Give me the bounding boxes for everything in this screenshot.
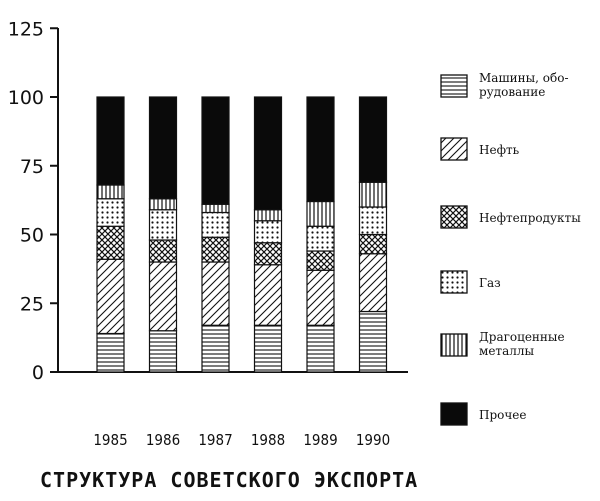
bar-segment	[253, 96, 283, 211]
bars-group	[96, 96, 388, 373]
y-tick-label: 100	[8, 87, 44, 109]
bar-segment	[253, 209, 283, 222]
bar-segment	[306, 225, 335, 252]
y-tick-label: 25	[20, 293, 44, 315]
bar-segment	[201, 211, 230, 238]
bar-segment	[96, 332, 125, 373]
legend-label: Нефть	[479, 143, 520, 157]
bar-segment	[148, 239, 178, 263]
bar-segment	[253, 264, 283, 326]
bar-segment	[358, 233, 388, 255]
legend-swatch	[440, 402, 468, 426]
legend-swatch	[440, 137, 468, 161]
legend-label: Драгоценные металлы	[479, 330, 565, 358]
y-tick-label: 0	[32, 362, 44, 384]
y-ticks: 0 25 50 75 100 125	[8, 18, 58, 384]
bar-segment	[148, 96, 178, 200]
bar-segment	[148, 198, 178, 211]
legend-label: Газ	[479, 276, 501, 290]
legend: Машины, обо-рудование Нефть Нефтепродукты Г…	[440, 71, 581, 426]
bar-segment	[201, 324, 230, 373]
bar-segment	[358, 181, 388, 208]
bar-segment	[358, 310, 388, 373]
bar-segment	[148, 261, 178, 332]
bar-segment	[358, 96, 388, 183]
bar-segment	[201, 96, 230, 205]
y-tick-label: 125	[8, 18, 44, 40]
bar-segment	[306, 96, 335, 203]
x-tick-label: 1988	[251, 431, 285, 449]
bar-segment	[96, 184, 125, 200]
bar-segment	[358, 253, 388, 313]
bar-segment	[201, 203, 230, 214]
x-tick-label: 1986	[146, 431, 180, 449]
legend-swatch	[440, 333, 468, 357]
bar-segment	[148, 330, 178, 373]
x-tick-label: 1989	[303, 431, 337, 449]
bar-segment	[253, 242, 283, 266]
legend-label: Прочее	[479, 408, 527, 422]
x-tick-label: 1990	[356, 431, 390, 449]
x-tick-labels: 1985 1986 1987 1988 1989 1990	[93, 431, 390, 449]
legend-label: Машины, обо-рудование	[479, 71, 569, 99]
bar-segment	[148, 209, 178, 241]
bar-segment	[96, 258, 125, 335]
bar-segment	[253, 324, 283, 373]
bar-segment	[96, 96, 125, 186]
bar-segment	[201, 236, 230, 263]
y-tick-label: 50	[20, 225, 44, 247]
bar-segment	[96, 225, 125, 260]
bar-segment	[306, 269, 335, 326]
bar-segment	[306, 324, 335, 373]
bar-segment	[358, 206, 388, 236]
bar-segment	[201, 261, 230, 326]
chart-title: СТРУКТУРА СОВЕТСКОГО ЭКСПОРТА	[40, 468, 418, 492]
bar-segment	[253, 220, 283, 244]
legend-swatch	[440, 74, 468, 98]
y-tick-label: 75	[20, 156, 44, 178]
bar-segment	[96, 198, 125, 227]
legend-label: Нефтепродукты	[479, 211, 581, 225]
bar-segment	[306, 250, 335, 271]
x-tick-label: 1987	[198, 431, 232, 449]
x-tick-label: 1985	[93, 431, 127, 449]
legend-swatch	[440, 205, 468, 229]
bar-segment	[306, 200, 335, 227]
legend-swatch	[440, 270, 468, 294]
